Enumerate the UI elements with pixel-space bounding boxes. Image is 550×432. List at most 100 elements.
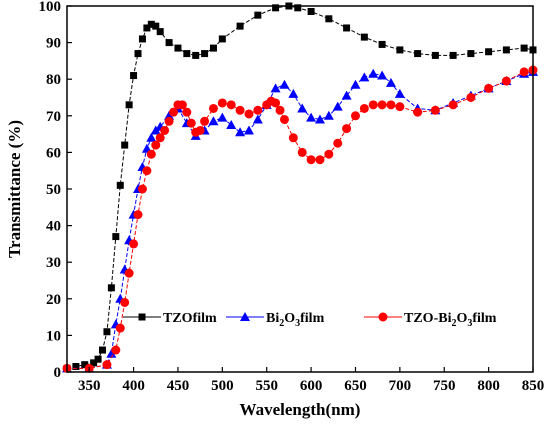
data-point — [147, 20, 155, 28]
data-point — [306, 155, 316, 165]
data-point — [484, 83, 494, 93]
data-point — [466, 93, 476, 102]
y-tick-label: 50 — [46, 182, 61, 198]
data-point — [341, 90, 352, 100]
data-point — [271, 98, 281, 108]
data-point — [156, 28, 164, 36]
data-point — [195, 125, 205, 135]
data-point — [275, 105, 285, 115]
data-point — [315, 155, 325, 165]
data-point — [152, 22, 160, 30]
series-3 — [62, 65, 538, 373]
data-point — [332, 101, 343, 111]
data-point — [314, 114, 325, 124]
data-point — [297, 147, 307, 157]
data-point — [288, 133, 298, 143]
data-point — [133, 210, 143, 220]
data-point — [431, 51, 439, 59]
y-axis-title: Transmittance (%) — [5, 120, 24, 258]
data-point — [226, 119, 237, 129]
data-point — [103, 328, 111, 336]
y-tick-label: 60 — [46, 145, 61, 161]
data-point — [378, 312, 388, 322]
data-point — [186, 118, 196, 128]
legend: TZOfilm Bi2O3film TZO-Bi2O3film — [123, 311, 497, 329]
data-point — [413, 107, 423, 117]
data-point — [378, 40, 386, 48]
x-tick-label: 650 — [344, 378, 367, 394]
data-point — [72, 363, 80, 371]
data-point — [294, 4, 302, 12]
data-point — [111, 345, 121, 355]
tick-marks — [67, 5, 534, 373]
data-point — [137, 184, 147, 194]
data-point — [485, 48, 493, 56]
x-tick-label: 350 — [78, 378, 101, 394]
data-point — [129, 239, 139, 249]
y-tick-label: 80 — [46, 72, 61, 88]
data-point — [94, 355, 102, 363]
data-point — [138, 313, 146, 321]
data-point — [102, 360, 112, 370]
data-point — [155, 133, 165, 143]
y-tick-labels: 0 10 20 30 40 50 60 70 80 90 100 — [39, 0, 62, 381]
data-point — [325, 15, 333, 23]
data-point — [306, 112, 317, 122]
data-point — [99, 346, 107, 354]
data-point — [342, 124, 352, 134]
data-point — [377, 70, 388, 80]
data-point — [138, 35, 146, 43]
data-point — [217, 98, 227, 108]
data-point — [183, 50, 191, 58]
data-point — [297, 103, 308, 113]
data-point — [360, 33, 368, 41]
x-axis-title: Wavelength(nm) — [240, 400, 361, 419]
data-point — [279, 79, 290, 89]
data-point — [209, 44, 217, 52]
y-tick-label: 100 — [39, 0, 62, 15]
data-point — [217, 112, 228, 122]
data-point — [279, 114, 289, 124]
x-tick-label: 700 — [389, 378, 412, 394]
x-tick-label: 550 — [255, 378, 278, 394]
data-point — [323, 110, 334, 120]
data-point — [160, 125, 170, 135]
data-point — [368, 68, 379, 78]
legend-label: TZO-Bi2O3film — [404, 311, 497, 329]
data-point — [449, 51, 457, 59]
data-point — [174, 44, 182, 52]
data-point — [106, 348, 117, 358]
data-point — [288, 88, 299, 98]
data-point — [343, 24, 351, 32]
data-point — [333, 138, 343, 148]
data-point — [394, 88, 405, 98]
data-point — [501, 76, 511, 86]
legend-entry: TZO-Bi2O3film — [364, 311, 497, 329]
data-point — [448, 100, 458, 110]
data-point — [395, 102, 405, 112]
data-point — [90, 359, 98, 367]
data-point — [519, 67, 529, 77]
data-point — [169, 107, 179, 117]
y-tick-label: 30 — [46, 255, 61, 271]
data-point — [164, 116, 174, 126]
y-tick-label: 0 — [54, 365, 62, 381]
data-point — [359, 72, 370, 82]
x-tick-label: 400 — [122, 378, 145, 394]
data-point — [385, 77, 396, 87]
y-tick-label: 70 — [46, 109, 61, 125]
data-point — [208, 103, 218, 113]
data-point — [359, 103, 369, 113]
data-point — [107, 284, 115, 292]
x-tick-label: 800 — [477, 378, 500, 394]
legend-label: TZOfilm — [163, 311, 217, 326]
data-point — [270, 83, 281, 93]
data-point — [218, 35, 226, 43]
data-point — [121, 141, 129, 149]
data-point — [192, 51, 200, 59]
data-point — [146, 132, 157, 142]
data-point — [142, 166, 152, 176]
data-point — [253, 105, 263, 115]
y-tick-label: 10 — [46, 328, 61, 344]
data-point — [396, 46, 404, 54]
